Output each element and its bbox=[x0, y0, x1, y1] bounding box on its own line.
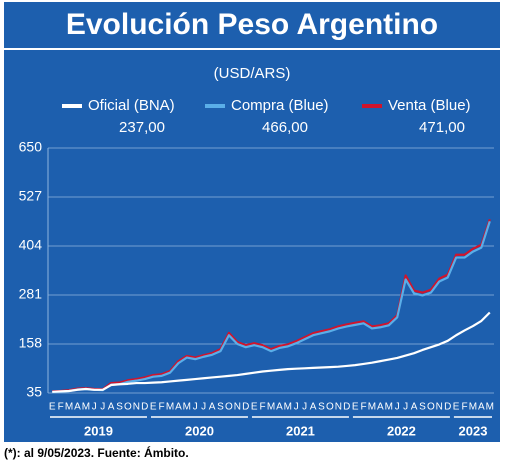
legend-value: 471,00 bbox=[419, 119, 465, 136]
x-tick-label: S bbox=[419, 402, 426, 413]
x-tick-label: M bbox=[183, 402, 191, 413]
x-tick-label: A bbox=[74, 402, 81, 413]
legend-value: 466,00 bbox=[262, 119, 308, 136]
x-tick-label: J bbox=[395, 402, 400, 413]
x-tick-label: F bbox=[58, 402, 64, 413]
x-tick-label: O bbox=[225, 402, 233, 413]
y-tick-label: 281 bbox=[19, 286, 43, 302]
x-tick-label: F bbox=[260, 402, 266, 413]
x-tick-label: M bbox=[469, 402, 477, 413]
legend-label: Oficial (BNA) bbox=[88, 97, 175, 114]
footnote: (*): al 9/05/2023. Fuente: Ámbito. bbox=[4, 445, 189, 460]
x-tick-label: A bbox=[377, 402, 384, 413]
x-tick-label: E bbox=[150, 402, 157, 413]
x-tick-label: A bbox=[478, 402, 485, 413]
year-label: 2022 bbox=[387, 423, 416, 438]
legend-label: Compra (Blue) bbox=[231, 97, 329, 114]
x-tick-label: M bbox=[284, 402, 292, 413]
x-tick-label: M bbox=[267, 402, 275, 413]
x-tick-label: S bbox=[217, 402, 224, 413]
x-tick-label: J bbox=[403, 402, 408, 413]
x-tick-label: N bbox=[234, 402, 241, 413]
x-tick-label: A bbox=[411, 402, 418, 413]
x-tick-label: N bbox=[335, 402, 342, 413]
x-tick-label: N bbox=[133, 402, 140, 413]
series-line bbox=[52, 218, 491, 393]
x-tick-label: E bbox=[49, 402, 56, 413]
x-tick-label: J bbox=[100, 402, 105, 413]
x-tick-label: D bbox=[141, 402, 148, 413]
legend-value: 237,00 bbox=[119, 119, 165, 136]
x-tick-label: O bbox=[124, 402, 132, 413]
y-tick-label: 158 bbox=[19, 335, 43, 351]
y-tick-label: 35 bbox=[26, 384, 42, 400]
x-tick-label: J bbox=[92, 402, 97, 413]
x-tick-label: M bbox=[368, 402, 376, 413]
x-tick-label: J bbox=[294, 402, 299, 413]
x-tick-label: F bbox=[361, 402, 367, 413]
x-tick-label: F bbox=[461, 402, 467, 413]
y-tick-label: 527 bbox=[19, 188, 43, 204]
x-tick-label: N bbox=[436, 402, 443, 413]
x-tick-label: J bbox=[193, 402, 198, 413]
x-tick-label: O bbox=[427, 402, 435, 413]
y-tick-label: 650 bbox=[19, 139, 43, 155]
x-tick-label: D bbox=[343, 402, 350, 413]
x-tick-label: E bbox=[352, 402, 359, 413]
legend-label: Venta (Blue) bbox=[388, 97, 471, 114]
x-tick-label: A bbox=[276, 402, 283, 413]
x-tick-label: D bbox=[242, 402, 249, 413]
x-tick-label: M bbox=[166, 402, 174, 413]
x-tick-label: J bbox=[201, 402, 206, 413]
x-tick-label: M bbox=[385, 402, 393, 413]
subtitle: (USD/ARS) bbox=[214, 65, 291, 82]
year-label: 2023 bbox=[459, 423, 488, 438]
x-tick-label: E bbox=[453, 402, 460, 413]
year-label: 2019 bbox=[84, 423, 113, 438]
series-line bbox=[52, 311, 491, 393]
x-tick-label: F bbox=[159, 402, 165, 413]
x-tick-label: A bbox=[175, 402, 182, 413]
x-tick-label: S bbox=[116, 402, 123, 413]
x-tick-label: S bbox=[318, 402, 325, 413]
x-tick-label: E bbox=[251, 402, 258, 413]
x-tick-label: D bbox=[444, 402, 451, 413]
x-tick-label: M bbox=[486, 402, 494, 413]
x-tick-label: O bbox=[326, 402, 334, 413]
x-tick-label: M bbox=[82, 402, 90, 413]
title-banner bbox=[4, 2, 500, 48]
y-tick-label: 404 bbox=[19, 237, 43, 253]
x-tick-label: M bbox=[65, 402, 73, 413]
year-label: 2021 bbox=[286, 423, 315, 438]
series-line bbox=[52, 220, 491, 394]
chart-title: Evolución Peso Argentino bbox=[66, 8, 438, 41]
year-label: 2020 bbox=[185, 423, 214, 438]
x-tick-label: A bbox=[310, 402, 317, 413]
x-tick-label: A bbox=[108, 402, 115, 413]
x-tick-label: J bbox=[302, 402, 307, 413]
x-tick-label: A bbox=[209, 402, 216, 413]
